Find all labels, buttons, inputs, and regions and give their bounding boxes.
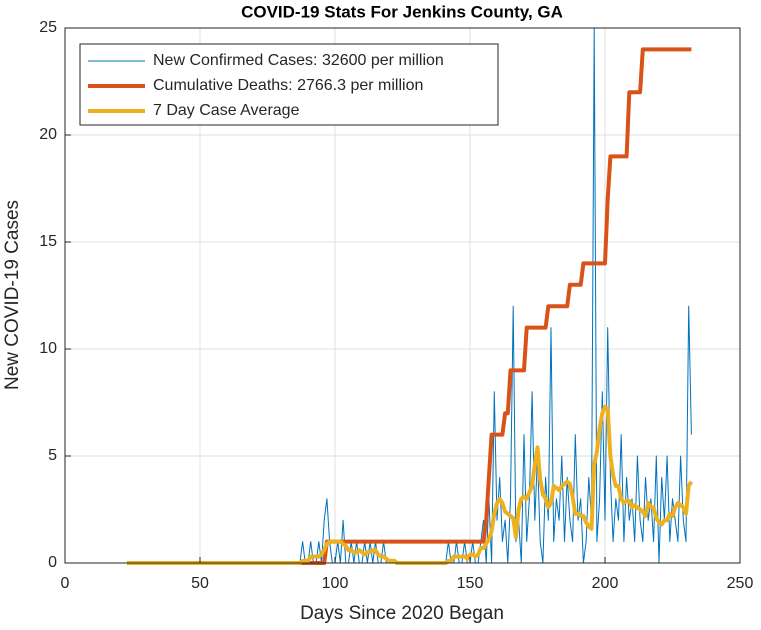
- y-tick-label: 25: [39, 19, 57, 36]
- x-tick-label: 50: [191, 575, 209, 592]
- legend-label: Cumulative Deaths: 2766.3 per million: [153, 77, 423, 94]
- ticks: 0 50 100 150 200 250 0 5 10 15 20 25: [39, 19, 753, 592]
- chart-title: COVID-19 Stats For Jenkins County, GA: [241, 2, 563, 21]
- x-tick-label: 200: [592, 575, 619, 592]
- x-tick-label: 100: [322, 575, 349, 592]
- legend-label: New Confirmed Cases: 32600 per million: [153, 52, 444, 69]
- x-tick-label: 150: [457, 575, 484, 592]
- x-axis-label: Days Since 2020 Began: [300, 603, 504, 624]
- y-tick-label: 0: [48, 554, 57, 571]
- legend-label: 7 Day Case Average: [153, 102, 300, 119]
- y-tick-label: 5: [48, 447, 57, 464]
- y-tick-label: 20: [39, 126, 57, 143]
- y-tick-label: 15: [39, 233, 57, 250]
- x-tick-label: 0: [61, 575, 70, 592]
- plot-frame: [64, 27, 741, 564]
- x-tick-label: 250: [727, 575, 754, 592]
- legend: New Confirmed Cases: 32600 per million Cu…: [79, 43, 499, 126]
- legend-box: [79, 43, 499, 126]
- y-tick-label: 10: [39, 340, 57, 357]
- y-axis-label: New COVID-19 Cases: [2, 200, 23, 390]
